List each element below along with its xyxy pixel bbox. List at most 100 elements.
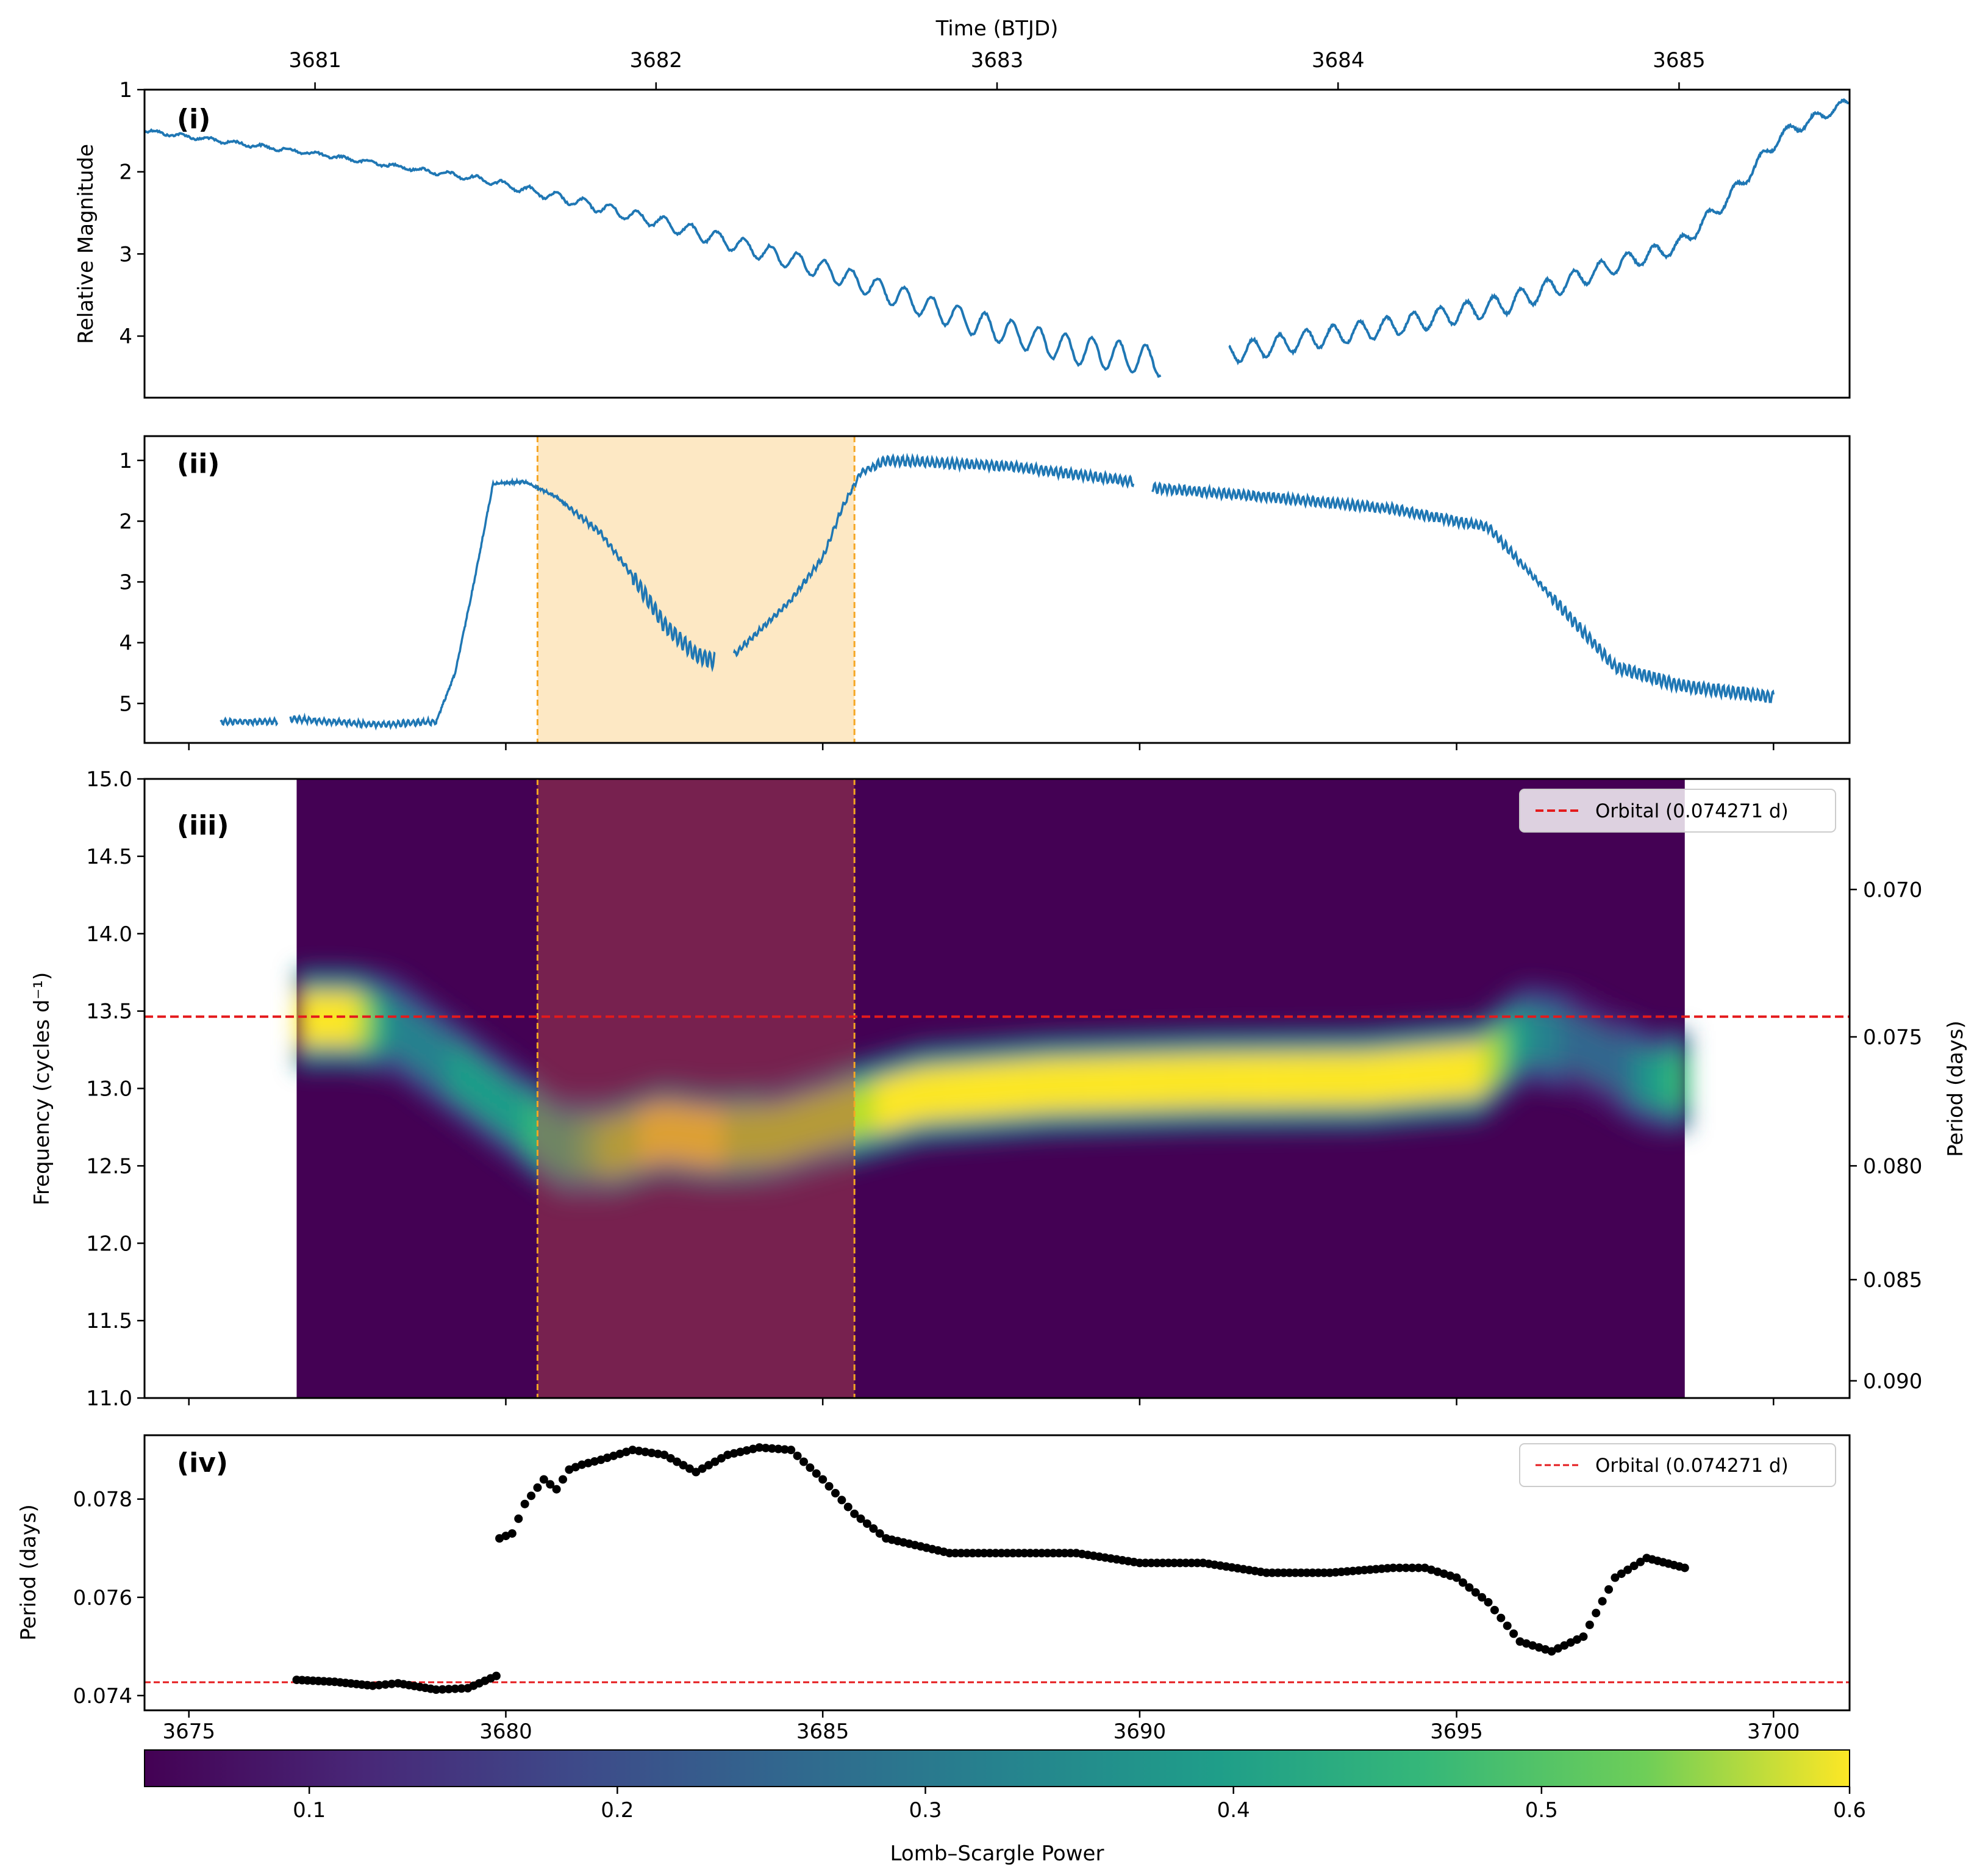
heatmap-cell-core <box>951 1066 959 1119</box>
x-tick-label: 3680 <box>479 1719 532 1744</box>
heatmap-cell-core <box>1179 1055 1187 1108</box>
panel-iii: 11.0 11.5 12.0 12.5 13.0 13.5 14.0 14.5 15.0 0.07… <box>30 767 1968 1411</box>
heatmap-cell-core <box>1681 1054 1689 1107</box>
heatmap-cell-core <box>730 1110 738 1164</box>
period-point <box>1458 1578 1467 1587</box>
period-point <box>717 1454 726 1463</box>
y-tick-label: 5 <box>119 692 132 716</box>
heatmap-cell-core <box>1118 1056 1126 1110</box>
heatmap-cell-core <box>1369 1052 1378 1105</box>
lightcurve-i-segment-2 <box>1228 98 1850 365</box>
right-y-tick-label: 0.085 <box>1863 1268 1922 1292</box>
period-point <box>381 1680 390 1689</box>
period-point <box>837 1496 846 1505</box>
x-tick-label: 3681 <box>288 48 341 73</box>
heatmap-cell-core <box>555 1120 564 1173</box>
period-point <box>457 1684 466 1693</box>
heatmap-cell-core <box>943 1066 952 1119</box>
heatmap-cell-core <box>1361 1053 1370 1106</box>
heatmap-cell-core <box>1551 1013 1560 1066</box>
period-point <box>1629 1561 1639 1571</box>
lightcurve-ii-segment <box>732 453 1135 658</box>
heatmap-cell-core <box>1437 1046 1446 1100</box>
period-point <box>1484 1597 1493 1607</box>
period-point <box>1471 1588 1480 1597</box>
heatmap-cell-core <box>1453 1045 1461 1099</box>
heatmap-cell-core <box>897 1074 906 1127</box>
heatmap-cell-core <box>1658 1054 1667 1107</box>
period-point <box>1395 1563 1404 1572</box>
period-point <box>1389 1563 1398 1572</box>
heatmap-cell-core <box>1643 1052 1651 1105</box>
heatmap-cell-core <box>1650 1054 1659 1107</box>
panel-iv-legend: Orbital (0.074271 d) <box>1519 1443 1836 1487</box>
period-point <box>647 1448 656 1457</box>
heatmap-cell-core <box>692 1110 701 1163</box>
heatmap-cell-core <box>471 1058 480 1112</box>
heatmap-cell-core <box>1346 1053 1355 1106</box>
y-tick-label: 11.0 <box>86 1386 132 1411</box>
heatmap-cell-core <box>699 1110 708 1164</box>
heatmap-cell-core <box>548 1114 556 1167</box>
period-point <box>1401 1563 1411 1572</box>
heatmap-cell-core <box>1559 1014 1568 1067</box>
period-point <box>1566 1638 1575 1647</box>
heatmap-cell-core <box>1004 1062 1012 1115</box>
heatmap-cell-core <box>707 1111 716 1164</box>
heatmap-cell-core <box>776 1107 784 1160</box>
period-point <box>634 1446 643 1455</box>
period-point <box>698 1464 707 1473</box>
period-point <box>1560 1641 1569 1650</box>
period-point <box>444 1685 453 1694</box>
heatmap-cell-core <box>996 1063 1005 1116</box>
heatmap-cell-core <box>1080 1058 1089 1111</box>
heatmap-cell-core <box>1544 1011 1553 1064</box>
heatmap-cell-core <box>1445 1045 1454 1099</box>
heatmap-cell-core <box>1536 1010 1545 1063</box>
heatmap-cell-core <box>585 1120 594 1174</box>
heatmap-cell-core <box>753 1110 762 1163</box>
heatmap-cell-core <box>1232 1054 1241 1107</box>
heatmap-cell-core <box>1270 1053 1279 1106</box>
heatmap-cell-core <box>380 998 389 1051</box>
right-y-tick-label: 0.075 <box>1863 1025 1922 1050</box>
y-tick-label: 2 <box>119 160 132 185</box>
right-y-tick-label: 0.070 <box>1863 878 1922 902</box>
period-point <box>374 1680 384 1690</box>
heatmap-cell-core <box>1285 1053 1294 1106</box>
colorbar-tick-label: 0.3 <box>909 1798 942 1823</box>
x-tick-label: 3685 <box>1653 48 1706 73</box>
period-point <box>856 1514 865 1523</box>
period-point <box>641 1447 650 1457</box>
period-point <box>438 1685 447 1694</box>
heatmap-cell-core <box>1620 1041 1629 1094</box>
heatmap-cell-core <box>1407 1049 1415 1102</box>
panel-ii-frame <box>143 435 1851 744</box>
x-tick-label: 3684 <box>1312 48 1365 73</box>
heatmap-cell-core <box>1201 1054 1210 1108</box>
period-point <box>869 1524 878 1533</box>
period-point <box>692 1468 701 1477</box>
heatmap-cell-core <box>312 992 320 1045</box>
heatmap-cell-core <box>874 1080 883 1133</box>
y-tick-label: 12.5 <box>86 1154 132 1178</box>
period-point <box>799 1457 808 1466</box>
period-point <box>1585 1620 1594 1629</box>
heatmap-cell-core <box>722 1111 731 1164</box>
period-point <box>1604 1585 1614 1594</box>
heatmap-cell-core <box>373 997 381 1050</box>
period-point <box>824 1482 834 1491</box>
heatmap-cell-core <box>524 1097 534 1150</box>
period-point <box>387 1679 396 1688</box>
heatmap-cell-core <box>1506 1019 1515 1072</box>
heatmap-cell-core <box>509 1086 518 1139</box>
heatmap-cell-core <box>768 1108 777 1162</box>
x-tick-label: 3675 <box>162 1719 215 1744</box>
heatmap-cell-core <box>304 992 313 1045</box>
y-tick-label: 1 <box>119 449 132 473</box>
y-tick-label: 14.5 <box>86 845 132 869</box>
period-point <box>755 1443 764 1452</box>
highlight-region-overlay <box>537 779 855 1398</box>
right-y-tick-label: 0.080 <box>1863 1154 1922 1178</box>
heatmap-cell-core <box>1194 1055 1203 1108</box>
